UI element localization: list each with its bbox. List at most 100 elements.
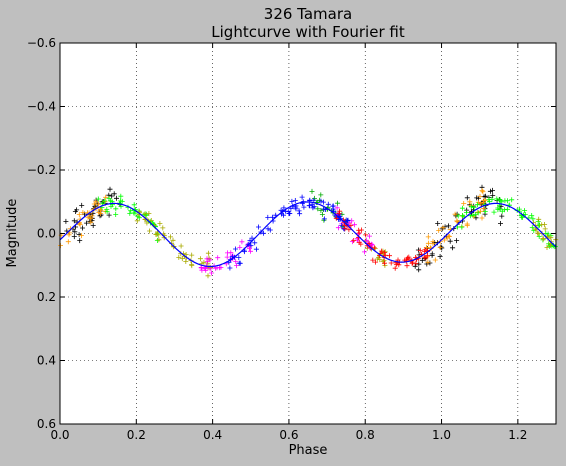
data-point <box>228 250 234 256</box>
data-point <box>424 253 430 259</box>
data-point <box>387 253 392 259</box>
data-point <box>474 195 480 201</box>
y-axis-label: Magnitude <box>5 199 20 268</box>
data-point <box>468 204 474 210</box>
data-point <box>118 193 124 199</box>
data-point <box>367 233 372 239</box>
data-point <box>455 213 461 219</box>
data-point <box>265 214 271 220</box>
data-point <box>87 218 93 224</box>
x-tick-label: 1.0 <box>432 428 451 442</box>
data-point <box>487 199 492 205</box>
data-point <box>475 202 480 208</box>
data-point <box>281 205 287 211</box>
data-point <box>267 227 273 233</box>
data-point <box>379 248 384 254</box>
data-point <box>168 234 173 240</box>
data-point <box>438 244 444 250</box>
data-point <box>114 195 119 201</box>
y-tick-label: 0.6 <box>37 417 56 431</box>
data-point <box>495 205 501 211</box>
data-point <box>311 197 317 203</box>
data-point <box>63 218 69 224</box>
data-point <box>325 201 331 207</box>
data-point <box>480 206 486 212</box>
data-point <box>113 212 119 217</box>
data-point <box>535 231 541 236</box>
data-point <box>247 238 253 244</box>
x-tick-label: 1.2 <box>508 428 527 442</box>
data-point <box>109 193 115 199</box>
data-point <box>346 227 352 233</box>
data-point <box>79 202 85 208</box>
data-point <box>479 215 485 221</box>
data-point <box>108 198 114 204</box>
data-point <box>425 259 431 265</box>
data-point <box>84 220 90 226</box>
data-point <box>234 263 240 269</box>
data-point <box>455 224 460 230</box>
data-point <box>388 260 394 266</box>
data-point <box>430 241 436 247</box>
data-point <box>93 199 99 205</box>
grid-lines <box>60 43 556 424</box>
data-point <box>247 246 252 251</box>
data-point <box>318 208 324 213</box>
data-point <box>337 208 343 214</box>
data-point <box>103 194 109 200</box>
data-point <box>437 254 443 259</box>
data-point <box>95 196 101 202</box>
data-point <box>253 246 259 252</box>
data-point <box>370 257 376 263</box>
data-point <box>318 198 324 204</box>
data-point <box>299 194 305 200</box>
data-point <box>410 260 416 266</box>
data-point <box>321 216 327 222</box>
y-tick-label: −0.6 <box>27 36 56 50</box>
data-point <box>522 208 528 214</box>
data-point <box>239 239 245 245</box>
data-point <box>464 195 470 201</box>
data-point <box>134 218 140 224</box>
data-point <box>310 205 316 211</box>
data-point <box>425 240 431 246</box>
data-point <box>439 226 445 232</box>
data-point <box>197 256 203 262</box>
data-point <box>452 211 458 217</box>
data-point <box>471 205 477 210</box>
data-point <box>297 211 303 217</box>
data-point <box>65 239 71 245</box>
data-point <box>74 207 80 213</box>
data-point <box>441 237 447 243</box>
data-point <box>491 209 497 215</box>
data-point <box>494 196 500 202</box>
data-point <box>363 237 369 243</box>
data-point <box>436 227 442 233</box>
data-point <box>475 210 481 216</box>
data-point <box>227 265 233 271</box>
data-point <box>217 265 223 271</box>
data-point <box>416 252 422 258</box>
data-point <box>489 196 495 202</box>
data-point <box>505 206 510 212</box>
data-point <box>529 224 535 230</box>
data-point <box>113 206 119 212</box>
x-tick-label: 0.6 <box>279 428 298 442</box>
data-point <box>479 188 485 194</box>
data-point <box>102 198 108 204</box>
data-point <box>417 247 423 253</box>
data-point <box>128 208 134 214</box>
data-point <box>237 244 243 250</box>
data-point <box>363 232 369 238</box>
data-point <box>366 241 372 247</box>
data-point <box>475 209 481 215</box>
data-point <box>78 233 84 239</box>
data-point <box>498 221 503 226</box>
data-point <box>477 193 483 199</box>
data-point <box>435 221 441 226</box>
y-tick-label: 0.4 <box>37 354 56 368</box>
data-point <box>207 257 213 263</box>
data-point <box>404 263 410 269</box>
data-point <box>356 227 362 233</box>
